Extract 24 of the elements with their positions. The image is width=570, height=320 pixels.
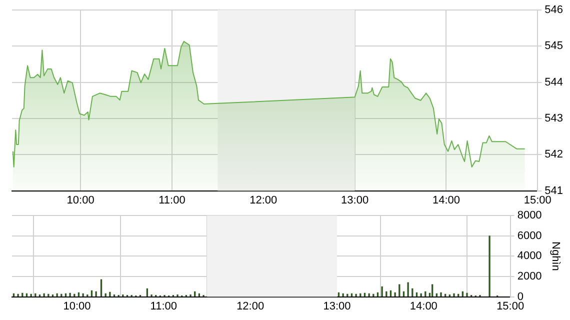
y-tick-label: 542 bbox=[544, 148, 564, 161]
x-tick-label: 15:00 bbox=[496, 300, 524, 312]
y-tick-label: 544 bbox=[544, 76, 564, 88]
x-tick-label: 10:00 bbox=[63, 300, 91, 312]
x-tick-label: 14:00 bbox=[432, 194, 460, 206]
y-tick-label: 4000 bbox=[517, 250, 542, 262]
y-tick-label: 2000 bbox=[517, 270, 542, 283]
x-tick-label: 15:00 bbox=[524, 194, 552, 206]
x-tick-label: 12:00 bbox=[250, 194, 278, 206]
y-tick-label: 543 bbox=[544, 112, 564, 125]
y-axis-title: Nghìn bbox=[549, 242, 562, 271]
y-tick-label: 8000 bbox=[517, 210, 542, 222]
y-tick-label: 545 bbox=[544, 40, 564, 52]
x-tick-label: 13:00 bbox=[323, 300, 351, 312]
y-tick-label: 546 bbox=[544, 4, 564, 16]
x-tick-label: 11:00 bbox=[158, 194, 186, 206]
x-tick-label: 14:00 bbox=[410, 300, 438, 312]
y-tick-label: 541 bbox=[544, 184, 564, 197]
x-tick-label: 10:00 bbox=[66, 194, 94, 206]
x-tick-label: 13:00 bbox=[341, 194, 369, 206]
x-tick-label: 11:00 bbox=[150, 300, 178, 312]
x-tick-label: 12:00 bbox=[236, 300, 264, 312]
y-tick-label: 0 bbox=[517, 290, 524, 303]
y-tick-label: 6000 bbox=[517, 230, 542, 242]
